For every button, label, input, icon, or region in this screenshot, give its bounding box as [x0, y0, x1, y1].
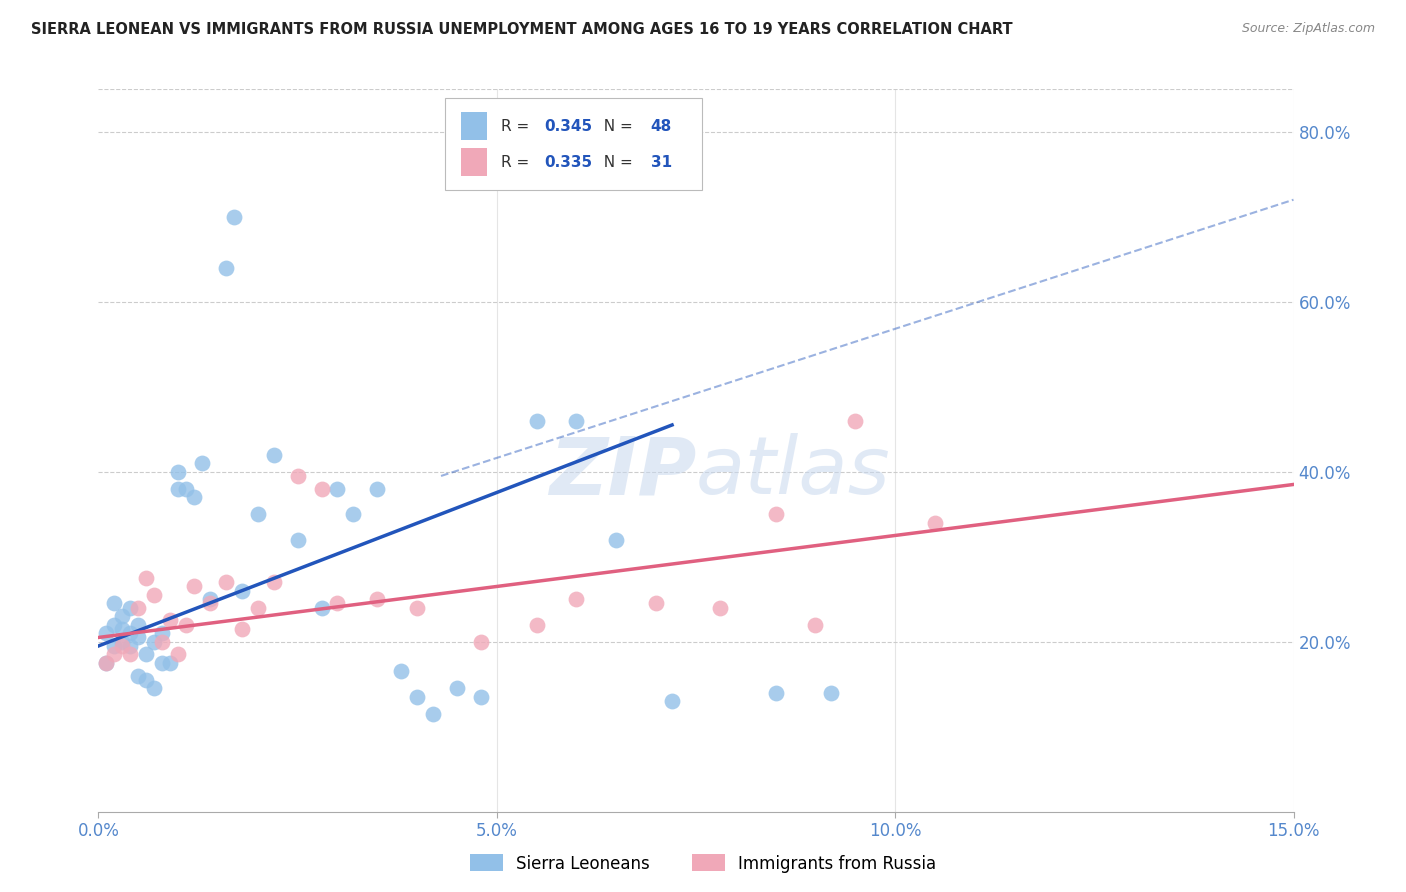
Point — [565, 592, 588, 607]
Point — [198, 597, 221, 611]
Point — [150, 656, 173, 670]
Point — [765, 686, 787, 700]
Point — [96, 626, 118, 640]
Point — [366, 592, 388, 607]
Point — [150, 634, 173, 648]
Point — [111, 622, 134, 636]
Point — [159, 656, 181, 670]
Point — [470, 634, 492, 648]
Point — [661, 694, 683, 708]
Point — [263, 448, 285, 462]
Point — [127, 617, 149, 632]
Point — [366, 482, 388, 496]
Point — [645, 597, 668, 611]
Point — [804, 617, 827, 632]
Text: 0.345: 0.345 — [544, 119, 592, 134]
Text: Source: ZipAtlas.com: Source: ZipAtlas.com — [1241, 22, 1375, 36]
Point — [526, 414, 548, 428]
Point — [565, 414, 588, 428]
Point — [765, 507, 787, 521]
Point — [287, 469, 309, 483]
Point — [143, 681, 166, 696]
Text: N =: N = — [595, 154, 638, 169]
Point — [709, 600, 731, 615]
Text: 31: 31 — [651, 154, 672, 169]
Point — [215, 260, 238, 275]
Text: SIERRA LEONEAN VS IMMIGRANTS FROM RUSSIA UNEMPLOYMENT AMONG AGES 16 TO 19 YEARS : SIERRA LEONEAN VS IMMIGRANTS FROM RUSSIA… — [31, 22, 1012, 37]
Text: R =: R = — [501, 119, 534, 134]
Text: ZIP: ZIP — [548, 434, 696, 511]
Point — [287, 533, 309, 547]
Point — [605, 533, 627, 547]
FancyBboxPatch shape — [461, 148, 486, 176]
Point — [135, 571, 157, 585]
Point — [103, 597, 125, 611]
Point — [135, 648, 157, 662]
Point — [96, 656, 118, 670]
Point — [311, 600, 333, 615]
Point — [191, 456, 214, 470]
Text: N =: N = — [595, 119, 638, 134]
Point — [120, 626, 142, 640]
Point — [135, 673, 157, 687]
Point — [263, 575, 285, 590]
Point — [406, 690, 429, 704]
Point — [167, 465, 190, 479]
Point — [111, 634, 134, 648]
Point — [326, 482, 349, 496]
Point — [111, 639, 134, 653]
Point — [470, 690, 492, 704]
Point — [120, 648, 142, 662]
Point — [311, 482, 333, 496]
Point — [150, 626, 173, 640]
Point — [198, 592, 221, 607]
Point — [406, 600, 429, 615]
Point — [127, 600, 149, 615]
Point — [167, 482, 190, 496]
Point — [167, 648, 190, 662]
Point — [231, 583, 253, 598]
Point — [103, 648, 125, 662]
Text: 0.335: 0.335 — [544, 154, 592, 169]
FancyBboxPatch shape — [446, 98, 702, 190]
Point — [111, 609, 134, 624]
Point — [143, 588, 166, 602]
Text: R =: R = — [501, 154, 534, 169]
Point — [246, 507, 269, 521]
Point — [820, 686, 842, 700]
Point — [103, 617, 125, 632]
Point — [389, 665, 412, 679]
Point — [246, 600, 269, 615]
Point — [342, 507, 364, 521]
Point — [174, 617, 197, 632]
Point — [222, 210, 245, 224]
Point — [120, 600, 142, 615]
Point — [174, 482, 197, 496]
Point — [446, 681, 468, 696]
Point — [183, 490, 205, 504]
FancyBboxPatch shape — [461, 112, 486, 140]
Text: 48: 48 — [651, 119, 672, 134]
Point — [422, 706, 444, 721]
Point — [924, 516, 946, 530]
Point — [183, 579, 205, 593]
Legend: Sierra Leoneans, Immigrants from Russia: Sierra Leoneans, Immigrants from Russia — [463, 847, 943, 880]
Point — [326, 597, 349, 611]
Point — [231, 622, 253, 636]
Point — [127, 631, 149, 645]
Point — [143, 634, 166, 648]
Point — [215, 575, 238, 590]
Point — [103, 639, 125, 653]
Point — [159, 614, 181, 628]
Point — [120, 639, 142, 653]
Point — [844, 414, 866, 428]
Point — [96, 656, 118, 670]
Point — [127, 669, 149, 683]
Text: atlas: atlas — [696, 434, 891, 511]
Point — [526, 617, 548, 632]
